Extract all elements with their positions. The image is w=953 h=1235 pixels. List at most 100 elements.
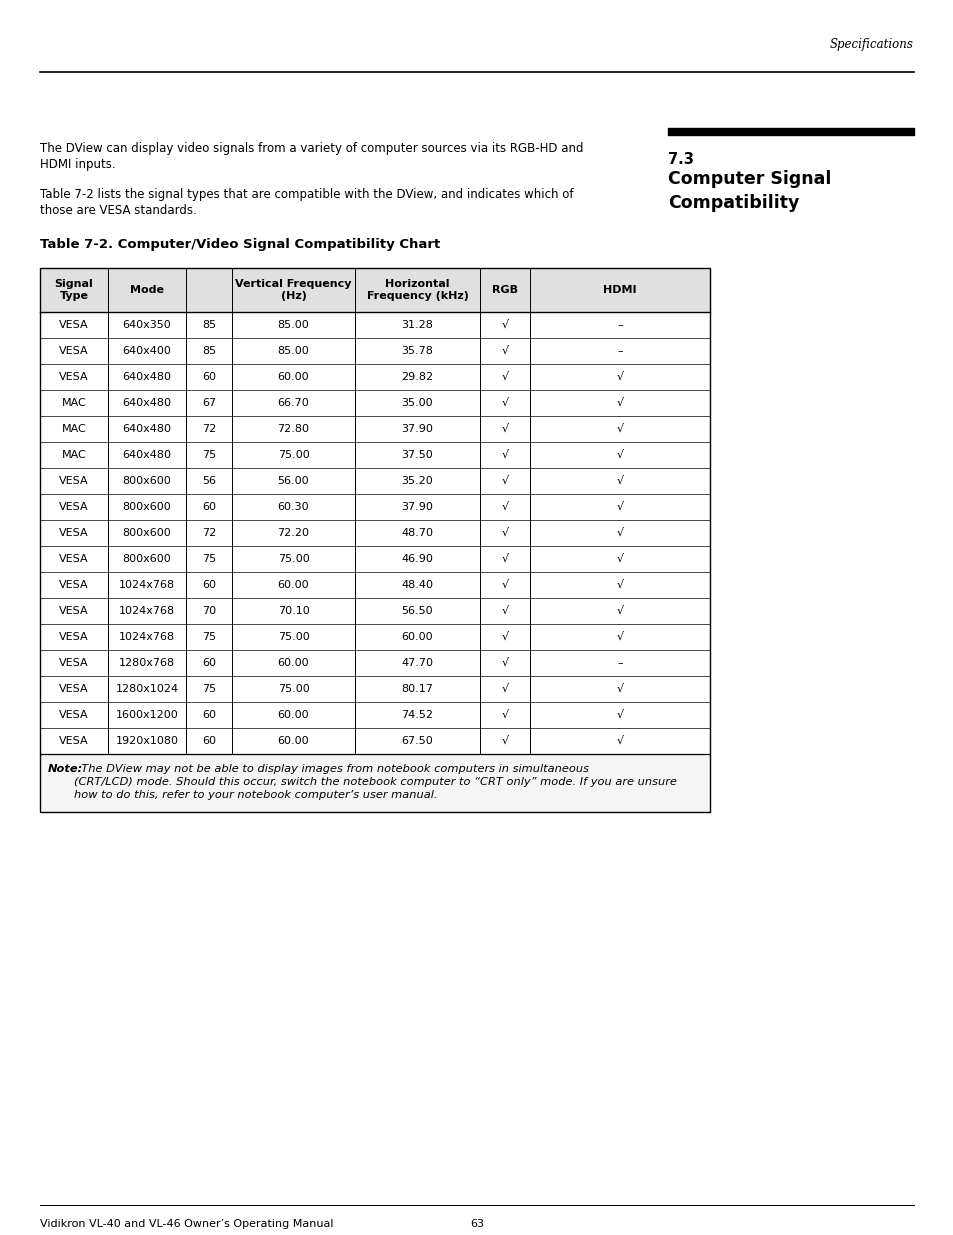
Text: 60: 60 <box>202 736 215 746</box>
Text: Table 7-2 lists the signal types that are compatible with the DView, and indicat: Table 7-2 lists the signal types that ar… <box>40 188 573 201</box>
Text: 70.10: 70.10 <box>277 606 309 616</box>
Text: 31.28: 31.28 <box>401 320 433 330</box>
Text: 85.00: 85.00 <box>277 320 309 330</box>
Text: 75.00: 75.00 <box>277 450 309 459</box>
Text: √: √ <box>501 320 508 330</box>
Text: –: – <box>617 658 622 668</box>
Text: 75: 75 <box>202 684 215 694</box>
Text: 1600x1200: 1600x1200 <box>115 710 178 720</box>
Text: 47.70: 47.70 <box>401 658 433 668</box>
Text: 56.00: 56.00 <box>277 475 309 487</box>
Text: 72: 72 <box>202 529 216 538</box>
Text: √: √ <box>616 424 623 433</box>
Text: √: √ <box>501 710 508 720</box>
Text: HDMI inputs.: HDMI inputs. <box>40 158 115 170</box>
Text: 37.90: 37.90 <box>401 424 433 433</box>
Text: √: √ <box>501 450 508 459</box>
Text: 640x400: 640x400 <box>122 346 172 356</box>
Text: VESA: VESA <box>59 372 89 382</box>
Text: 640x480: 640x480 <box>122 398 172 408</box>
Bar <box>40 755 709 811</box>
Text: 85.00: 85.00 <box>277 346 309 356</box>
Text: Horizontal
Frequency (kHz): Horizontal Frequency (kHz) <box>366 279 468 301</box>
Text: 37.50: 37.50 <box>401 450 433 459</box>
Text: √: √ <box>501 632 508 642</box>
Text: 35.20: 35.20 <box>401 475 433 487</box>
Text: 72: 72 <box>202 424 216 433</box>
Text: 72.20: 72.20 <box>277 529 309 538</box>
Text: 35.00: 35.00 <box>401 398 433 408</box>
Text: VESA: VESA <box>59 346 89 356</box>
Text: 60: 60 <box>202 710 215 720</box>
Text: √: √ <box>501 346 508 356</box>
Text: 75.00: 75.00 <box>277 632 309 642</box>
Text: 800x600: 800x600 <box>123 529 172 538</box>
Text: 1024x768: 1024x768 <box>119 632 175 642</box>
Text: those are VESA standards.: those are VESA standards. <box>40 204 196 217</box>
Text: MAC: MAC <box>62 424 87 433</box>
Text: 48.70: 48.70 <box>401 529 433 538</box>
Text: –: – <box>617 320 622 330</box>
Text: VESA: VESA <box>59 632 89 642</box>
Text: √: √ <box>616 529 623 538</box>
Text: 66.70: 66.70 <box>277 398 309 408</box>
Text: √: √ <box>501 475 508 487</box>
Text: Vidikron VL-40 and VL-46 Owner’s Operating Manual: Vidikron VL-40 and VL-46 Owner’s Operati… <box>40 1219 334 1229</box>
Text: 85: 85 <box>202 346 215 356</box>
Text: 85: 85 <box>202 320 215 330</box>
Text: 640x480: 640x480 <box>122 450 172 459</box>
Text: 35.78: 35.78 <box>401 346 433 356</box>
Text: 63: 63 <box>470 1219 483 1229</box>
Text: √: √ <box>501 501 508 513</box>
Text: HDMI: HDMI <box>602 285 636 295</box>
Text: √: √ <box>501 580 508 590</box>
Text: 29.82: 29.82 <box>401 372 433 382</box>
Text: 60: 60 <box>202 501 215 513</box>
Text: Table 7-2. Computer/Video Signal Compatibility Chart: Table 7-2. Computer/Video Signal Compati… <box>40 238 439 251</box>
Text: 56: 56 <box>202 475 215 487</box>
Text: VESA: VESA <box>59 606 89 616</box>
Text: 72.80: 72.80 <box>277 424 309 433</box>
Text: VESA: VESA <box>59 320 89 330</box>
Text: 75.00: 75.00 <box>277 555 309 564</box>
Text: 1920x1080: 1920x1080 <box>115 736 178 746</box>
Text: 60: 60 <box>202 372 215 382</box>
Bar <box>40 268 709 312</box>
Text: √: √ <box>501 372 508 382</box>
Text: RGB: RGB <box>492 285 517 295</box>
Text: –: – <box>617 346 622 356</box>
Text: 46.90: 46.90 <box>401 555 433 564</box>
Text: 70: 70 <box>202 606 215 616</box>
Text: 75: 75 <box>202 555 215 564</box>
Text: √: √ <box>616 710 623 720</box>
Text: 74.52: 74.52 <box>401 710 433 720</box>
Text: √: √ <box>616 684 623 694</box>
Text: √: √ <box>616 475 623 487</box>
Text: √: √ <box>501 606 508 616</box>
Text: 60.30: 60.30 <box>277 501 309 513</box>
Text: 1024x768: 1024x768 <box>119 580 175 590</box>
Text: 800x600: 800x600 <box>123 555 172 564</box>
Text: 75: 75 <box>202 450 215 459</box>
Text: √: √ <box>501 658 508 668</box>
Text: √: √ <box>501 424 508 433</box>
Text: The DView can display video signals from a variety of computer sources via its R: The DView can display video signals from… <box>40 142 583 156</box>
Text: VESA: VESA <box>59 475 89 487</box>
Text: 48.40: 48.40 <box>401 580 433 590</box>
Text: 75: 75 <box>202 632 215 642</box>
Text: √: √ <box>616 632 623 642</box>
Text: MAC: MAC <box>62 450 87 459</box>
Text: VESA: VESA <box>59 710 89 720</box>
Text: 60.00: 60.00 <box>401 632 433 642</box>
Text: √: √ <box>501 529 508 538</box>
Text: √: √ <box>616 372 623 382</box>
Text: 60.00: 60.00 <box>277 372 309 382</box>
Text: Specifications: Specifications <box>829 38 913 51</box>
Text: 640x480: 640x480 <box>122 424 172 433</box>
Text: VESA: VESA <box>59 658 89 668</box>
Text: VESA: VESA <box>59 555 89 564</box>
Text: VESA: VESA <box>59 580 89 590</box>
Text: Signal
Type: Signal Type <box>54 279 93 301</box>
Text: 80.17: 80.17 <box>401 684 433 694</box>
Text: √: √ <box>501 555 508 564</box>
